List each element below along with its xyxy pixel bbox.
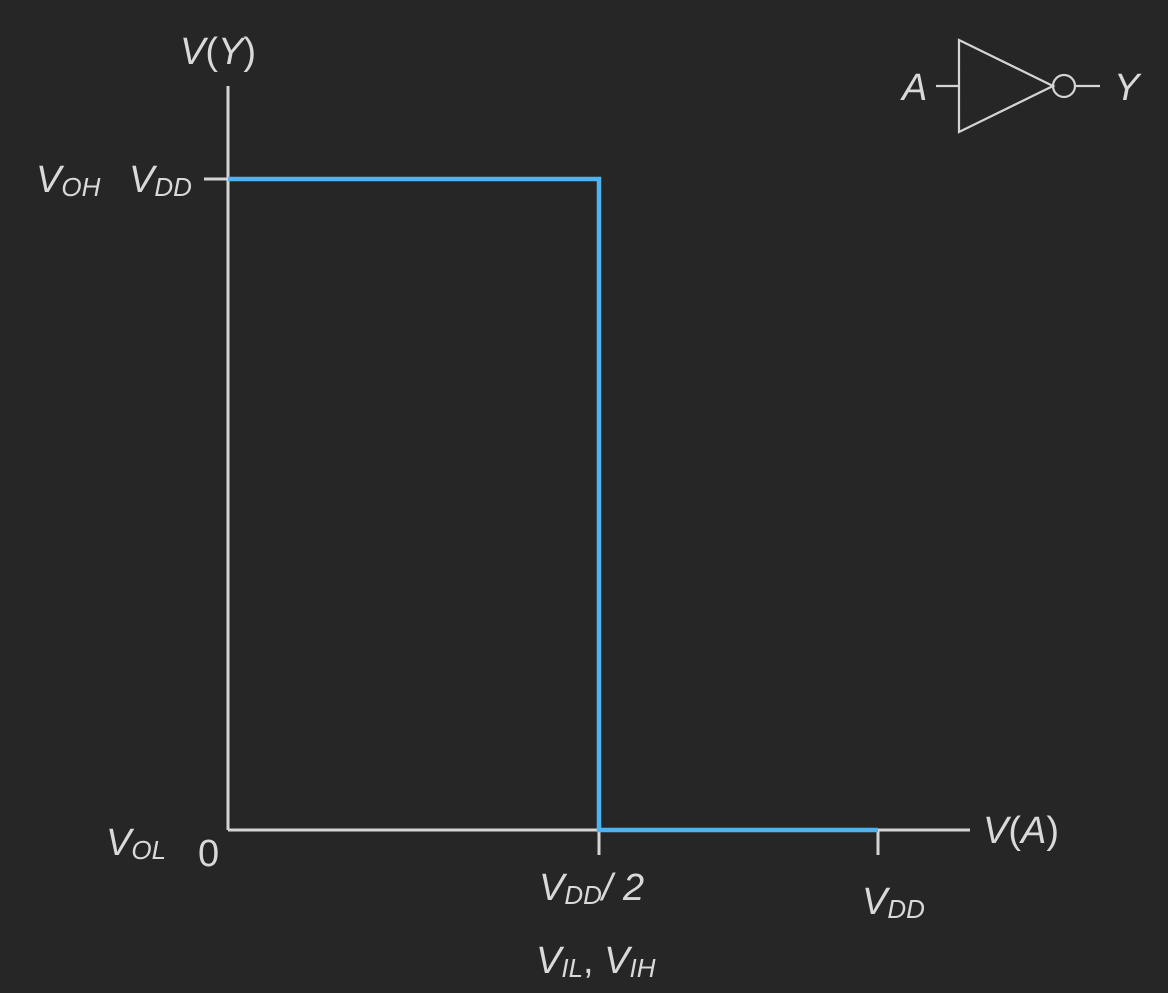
y-axis-label: V(Y) <box>180 31 256 73</box>
vdd-y-label: VDD <box>129 159 192 202</box>
axes <box>204 86 970 855</box>
transfer-curve <box>228 176 878 833</box>
vdd-half-label: VDD/ 2 <box>539 867 644 910</box>
vdd-x-label: VDD <box>862 881 925 924</box>
voh-label: VOH <box>36 159 101 202</box>
x-axis-label: V(A) <box>983 810 1059 852</box>
gate-inversion-bubble <box>1051 73 1077 99</box>
gate-output-label: Y <box>1114 67 1142 109</box>
gate-triangle <box>957 38 1056 134</box>
threshold-label: VIL, VIH <box>536 940 656 983</box>
vol-label: VOL <box>106 822 166 865</box>
origin-label: 0 <box>198 833 219 875</box>
gate-input-label: A <box>900 67 927 109</box>
inverter-gate-icon: A Y <box>900 38 1142 134</box>
